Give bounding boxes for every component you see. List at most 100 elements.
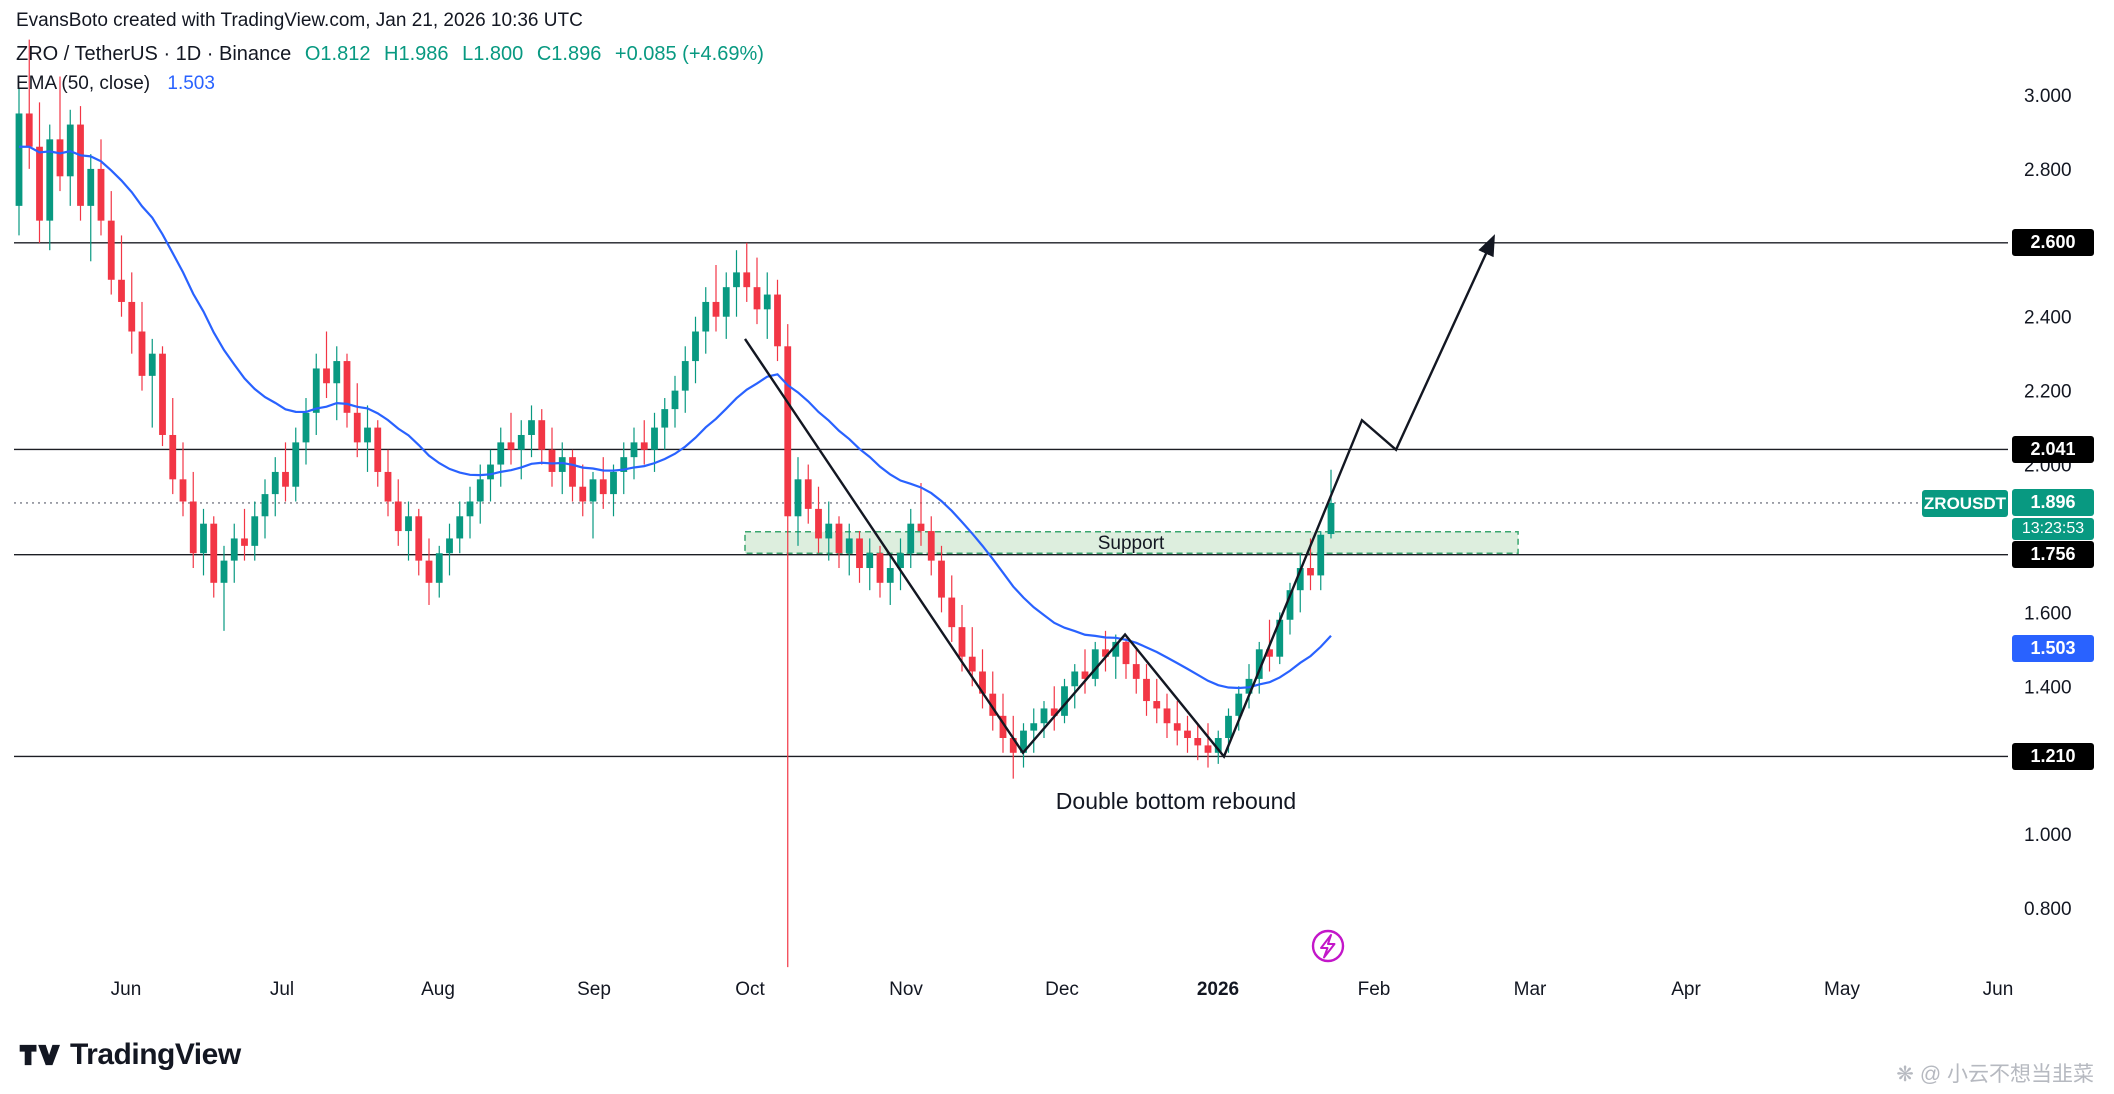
candle bbox=[886, 553, 894, 605]
time-axis-label: Apr bbox=[1671, 979, 1701, 1000]
candle bbox=[804, 464, 812, 524]
symbol-price-tag: ZROUSDT bbox=[1922, 490, 2008, 517]
time-axis-label: May bbox=[1824, 979, 1860, 1000]
candle bbox=[189, 471, 197, 569]
ohlc-high: H1.986 bbox=[384, 43, 449, 65]
candle bbox=[569, 449, 576, 502]
candle bbox=[394, 479, 402, 546]
candle bbox=[794, 457, 802, 546]
candle bbox=[692, 316, 699, 384]
candle bbox=[866, 538, 874, 591]
price-axis-label: 2.200 bbox=[2024, 382, 2072, 403]
candle bbox=[1204, 723, 1212, 768]
candle bbox=[917, 483, 925, 546]
candle bbox=[835, 516, 843, 569]
candle bbox=[251, 501, 259, 561]
candle bbox=[210, 516, 218, 598]
ema-price-badge: 1.503 bbox=[2012, 634, 2094, 662]
candle bbox=[948, 575, 956, 642]
candle bbox=[579, 464, 587, 517]
candle bbox=[507, 412, 515, 465]
time-axis[interactable]: Jun Jul Aug Sep Oct Nov Dec 2026 Feb Mar Apr May Jun bbox=[111, 979, 2014, 1000]
candle bbox=[497, 427, 505, 487]
candle bbox=[66, 109, 74, 206]
symbol-info-row: ZRO / TetherUS · 1D · Binance O1.812 H1.… bbox=[16, 43, 764, 66]
candle bbox=[1122, 638, 1130, 679]
candle bbox=[56, 76, 64, 192]
candle bbox=[1317, 531, 1325, 591]
candle bbox=[87, 154, 95, 262]
indicator-row: EMA (50, close) 1.503 bbox=[16, 73, 764, 95]
time-axis-label: Dec bbox=[1045, 979, 1079, 1000]
candle bbox=[558, 442, 566, 495]
lightning-icon[interactable] bbox=[1311, 929, 1345, 963]
candle bbox=[722, 272, 730, 339]
candle bbox=[230, 523, 238, 583]
candle bbox=[333, 346, 341, 421]
candle bbox=[425, 538, 433, 605]
candle bbox=[702, 287, 710, 354]
candle bbox=[620, 442, 628, 495]
candle bbox=[312, 353, 320, 435]
candle bbox=[589, 471, 597, 539]
candle bbox=[907, 508, 915, 569]
candle bbox=[897, 538, 904, 591]
price-axis-label: 2.400 bbox=[2024, 308, 2072, 329]
candle bbox=[538, 409, 546, 465]
chart-header: EvansBoto created with TradingView.com, … bbox=[16, 10, 764, 95]
candle bbox=[148, 338, 156, 428]
candle bbox=[435, 545, 443, 598]
candle bbox=[169, 398, 177, 495]
candle bbox=[876, 545, 884, 598]
candle bbox=[599, 457, 607, 509]
candle bbox=[446, 523, 453, 576]
candle bbox=[927, 516, 935, 576]
candle bbox=[856, 531, 863, 583]
ohlc-close: C1.896 bbox=[536, 43, 602, 65]
time-axis-label: Jun bbox=[1983, 979, 2014, 1000]
tradingview-logo[interactable]: TradingView bbox=[18, 1038, 241, 1072]
candle bbox=[384, 449, 392, 517]
candle bbox=[292, 427, 300, 502]
time-axis-label: Oct bbox=[735, 979, 765, 1000]
double-bottom-annotation: Double bottom rebound bbox=[1055, 788, 1297, 814]
candle bbox=[774, 279, 781, 362]
candle bbox=[1050, 686, 1058, 731]
trend-line-drawing[interactable] bbox=[744, 234, 1495, 759]
candle bbox=[548, 427, 556, 487]
candle bbox=[733, 250, 740, 317]
candle bbox=[1061, 678, 1068, 724]
price-axis-label: 1.400 bbox=[2024, 677, 2072, 698]
candle bbox=[517, 420, 525, 480]
symbol-title: ZRO / TetherUS · 1D · Binance bbox=[16, 43, 292, 65]
candle bbox=[241, 508, 248, 561]
candle bbox=[15, 87, 23, 236]
candle bbox=[845, 523, 853, 576]
candle bbox=[1040, 701, 1048, 739]
candle bbox=[179, 442, 187, 517]
candle bbox=[220, 545, 228, 631]
ohlc-open: O1.812 bbox=[304, 43, 371, 65]
candle bbox=[128, 272, 136, 354]
price-axis-label: 3.000 bbox=[2024, 86, 2072, 107]
candle bbox=[261, 479, 269, 539]
candle bbox=[1194, 723, 1202, 761]
candle bbox=[476, 464, 484, 524]
price-axis-label: 0.800 bbox=[2024, 899, 2072, 920]
candle bbox=[1286, 582, 1294, 635]
candle bbox=[681, 346, 689, 413]
level-price-badge: 2.600 bbox=[2012, 229, 2094, 257]
price-axis[interactable]: 3.0002.8002.4002.2002.0001.6001.4001.000… bbox=[2024, 86, 2072, 920]
candle bbox=[456, 501, 464, 554]
price-axis-label: 2.800 bbox=[2024, 160, 2072, 181]
indicator-value: 1.503 bbox=[167, 73, 215, 94]
candle bbox=[1020, 723, 1027, 768]
candle bbox=[1153, 678, 1161, 724]
candle bbox=[282, 442, 289, 502]
indicator-label: EMA (50, close) bbox=[16, 73, 151, 94]
candle bbox=[353, 383, 361, 458]
time-axis-label: Aug bbox=[421, 979, 455, 1000]
candle bbox=[979, 649, 986, 709]
